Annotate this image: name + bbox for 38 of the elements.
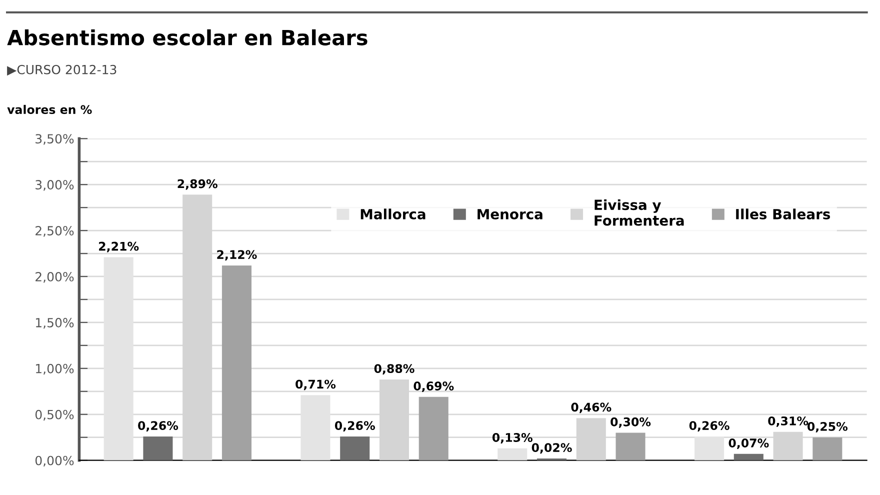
- data-label: 2,12%: [217, 250, 257, 261]
- y-tick-label: 1,00%: [36, 364, 74, 375]
- bar: [616, 432, 646, 460]
- data-label: 0,13%: [492, 433, 532, 444]
- data-label: 0,46%: [571, 402, 612, 414]
- y-tick-label: 0,00%: [35, 456, 74, 467]
- data-label: 0,26%: [138, 421, 178, 432]
- y-tick-label: 3,50%: [36, 134, 74, 145]
- y-tick-label: 3,00%: [36, 180, 74, 191]
- y-axis-title: valores en %: [7, 104, 92, 114]
- legend-label: Mallorca: [360, 208, 426, 220]
- data-label: 0,26%: [689, 421, 730, 432]
- bar: [340, 436, 370, 460]
- y-tick-label: 2,50%: [36, 226, 74, 237]
- bar: [222, 265, 252, 460]
- data-label: 0,88%: [374, 364, 414, 375]
- data-label: 0,69%: [414, 382, 454, 392]
- chart-title: Absentismo escolar en Balears: [7, 29, 368, 46]
- legend-label: Menorca: [478, 209, 542, 220]
- data-label: 0,25%: [808, 422, 848, 432]
- data-label: 0,07%: [728, 438, 769, 449]
- data-label: 0,71%: [296, 380, 336, 390]
- data-label: 0,26%: [334, 421, 375, 432]
- y-tick-label: 2,00%: [36, 272, 74, 283]
- bar: [734, 454, 764, 460]
- data-label: 0,31%: [768, 416, 808, 427]
- chart-subtitle: ▶CURSO 2012-13: [7, 64, 116, 76]
- bar: [143, 436, 173, 460]
- data-label: 2,21%: [99, 242, 139, 252]
- data-label: 0,30%: [610, 417, 651, 428]
- y-tick-label: 1,50%: [36, 318, 74, 329]
- y-tick-label: 0,50%: [35, 410, 74, 421]
- legend-label: Eivissa y Formentera: [594, 199, 684, 226]
- data-label: 2,89%: [178, 179, 218, 190]
- bar: [418, 396, 448, 460]
- data-label: 0,02%: [532, 443, 572, 454]
- bar: [812, 437, 842, 460]
- legend-label: Illes Balears: [736, 208, 830, 220]
